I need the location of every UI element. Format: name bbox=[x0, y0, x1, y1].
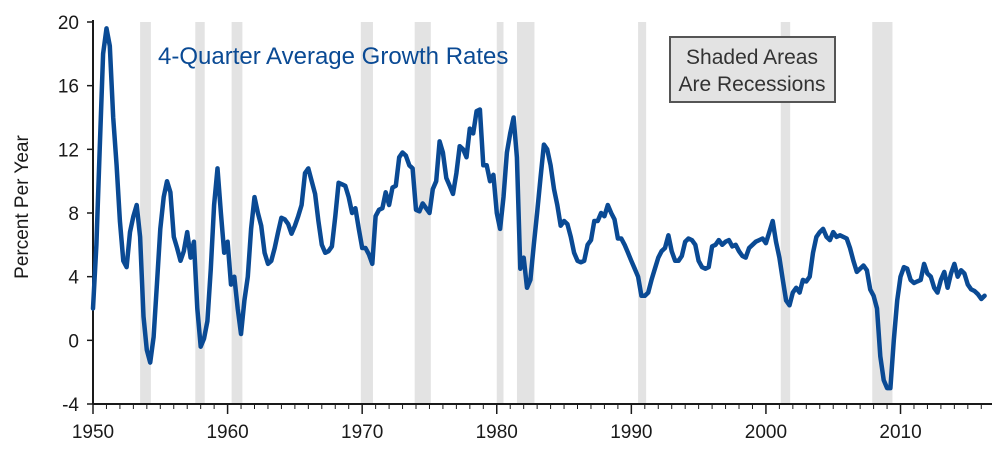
x-tick-label: 1980 bbox=[476, 422, 518, 443]
y-tick-label: 12 bbox=[58, 140, 79, 161]
recession-note-box: Shaded Areas Are Recessions bbox=[669, 36, 836, 103]
x-tick-label: 1990 bbox=[610, 422, 652, 443]
recession-band-5 bbox=[414, 22, 431, 404]
recession-note-background bbox=[669, 36, 836, 103]
recession-note-line2: Are Recessions bbox=[678, 73, 825, 96]
x-tick-label: 2000 bbox=[745, 422, 787, 443]
recession-band-9 bbox=[780, 22, 791, 404]
axes bbox=[87, 20, 992, 414]
x-tick-label: 1960 bbox=[206, 422, 248, 443]
x-tick-label: 1950 bbox=[72, 422, 114, 443]
recession-band-4 bbox=[360, 22, 373, 404]
recession-band-2 bbox=[195, 22, 205, 404]
recession-band-1 bbox=[140, 22, 151, 404]
series-layer bbox=[90, 26, 987, 391]
chart-title: 4-Quarter Average Growth Rates bbox=[158, 43, 508, 70]
recession-band-10 bbox=[872, 22, 893, 404]
y-tick-label: -4 bbox=[62, 395, 79, 416]
y-axis-label: Percent Per Year bbox=[12, 135, 33, 279]
recession-note-line1: Shaded Areas bbox=[686, 46, 818, 69]
x-tick-label: 1970 bbox=[341, 422, 383, 443]
tick-labels: -4 0 4 8 12 16 20 1950 1960 1970 1980 1990 2000 2010 bbox=[58, 13, 922, 443]
recession-band-8 bbox=[638, 22, 647, 404]
y-tick-label: 4 bbox=[68, 268, 79, 289]
y-tick-label: 8 bbox=[68, 204, 79, 225]
y-tick-label: 0 bbox=[68, 331, 79, 352]
series-line-1 bbox=[90, 26, 987, 391]
recession-band-7 bbox=[516, 22, 535, 404]
y-tick-label: 16 bbox=[58, 77, 79, 98]
recession-band-3 bbox=[231, 22, 243, 404]
y-tick-label: 20 bbox=[58, 13, 79, 34]
x-tick-label: 2010 bbox=[879, 422, 921, 443]
